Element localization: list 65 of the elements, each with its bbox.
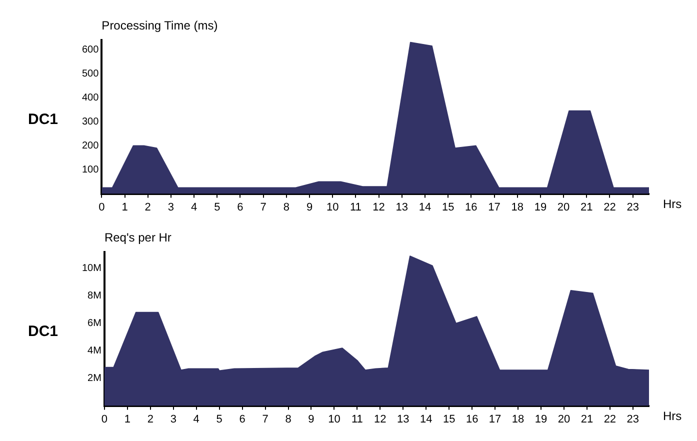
x-tick-label: 6 [239,412,246,425]
x-tick-label: 14 [418,200,432,213]
x-tick-label: 12 [374,412,386,425]
x-tick-label: 5 [216,412,222,425]
x-tick-label: 19 [534,200,547,213]
x-tick-label: 21 [580,200,593,213]
x-tick-label: 20 [557,200,570,213]
x-tick-label: 2 [144,200,151,213]
x-tick-label: 15 [442,412,456,425]
x-tick-label: 17 [488,200,500,213]
x-tick-label: 8 [283,200,290,213]
x-tick-label: 21 [580,412,594,425]
x-tick-label: 9 [306,200,313,213]
x-tick-label: 10 [328,412,340,425]
x-tick-label: 0 [98,200,105,213]
x-tick-label: 17 [488,412,502,425]
y-axis-title: DC1 [27,322,60,340]
x-tick-label: 4 [193,412,200,425]
y-tick-label: 4M [88,345,102,356]
chart-title: Req's per Hr [104,230,172,244]
x-tick-label: 19 [534,412,548,425]
y-tick-label: 500 [82,68,100,79]
x-tick-label: 22 [604,200,616,213]
y-tick-label: 10M [82,262,102,274]
y-tick-label: 300 [82,116,100,127]
y-tick-label: 2M [88,372,102,384]
y-tick-label: 600 [82,44,100,55]
x-tick-label: 18 [511,200,524,213]
x-tick-label: 20 [558,412,570,425]
x-tick-label: 23 [626,412,640,425]
x-tick-label: 11 [350,200,362,213]
x-axis-title: Hrs [663,408,682,423]
x-tick-label: 13 [396,200,408,213]
x-tick-label: 4 [190,200,198,213]
x-tick-label: 15 [442,200,454,213]
x-tick-label: 11 [351,412,363,425]
x-tick-label: 16 [465,200,478,213]
x-tick-label: 18 [512,412,524,425]
y-axis-title: DC1 [27,110,60,128]
x-tick-label: 1 [122,200,128,213]
x-tick-label: 5 [214,200,220,213]
x-tick-label: 0 [101,412,108,425]
x-tick-label: 7 [262,412,268,425]
x-tick-label: 22 [604,412,616,425]
x-tick-label: 9 [308,412,314,425]
x-tick-label: 16 [466,412,478,425]
chart-title: Processing Time (ms) [102,18,218,32]
x-tick-label: 12 [372,200,385,213]
x-tick-label: 3 [168,200,174,213]
x-tick-label: 1 [124,412,130,425]
x-tick-label: 14 [420,412,432,425]
y-tick-label: 100 [82,164,100,176]
x-tick-label: 8 [285,412,292,425]
x-tick-label: 2 [147,412,154,425]
x-tick-label: 6 [237,200,244,213]
x-tick-label: 23 [626,200,639,213]
x-tick-label: 7 [260,200,266,213]
y-tick-label: 400 [82,92,100,103]
x-axis-title: Hrs [663,196,682,211]
x-tick-label: 13 [397,412,410,425]
y-tick-label: 6M [88,318,102,329]
x-tick-label: 10 [326,200,339,213]
y-tick-label: 8M [88,290,102,302]
y-tick-label: 200 [82,140,100,151]
x-tick-label: 3 [170,412,176,425]
